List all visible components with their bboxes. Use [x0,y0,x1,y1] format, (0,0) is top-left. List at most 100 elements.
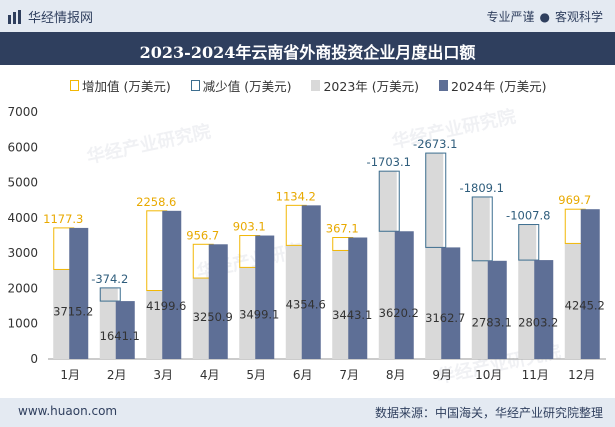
increase-value-label: 2258.6 [136,195,176,209]
brand-name: 华经情报网 [28,11,94,26]
bar-2023 [146,290,165,359]
bar-2023 [99,287,118,359]
bar-2023 [564,243,583,359]
decrease-value-label: -2673.1 [413,137,457,151]
bar-2024 [301,205,321,359]
x-tick-label: 1月 [60,368,80,382]
x-tick-label: 7月 [339,368,359,382]
footer-source: 数据来源：中国海关，华经产业研究院整理 [374,406,603,420]
legend-decrease-swatch [190,80,200,91]
x-tick-label: 2月 [107,368,127,382]
chart-plot: 华经产业研究院华经产业研究院华经产业研究院华经产业研究院010002000300… [7,105,606,388]
legend-decrease[interactable]: 减少值 (万美元) [190,76,292,95]
x-tick-label: 11月 [522,368,549,382]
increase-value-label: 367.1 [326,222,359,236]
bar-2024 [115,301,135,359]
decrease-value-label: -1007.8 [506,209,550,223]
y-tick-label: 1000 [7,317,38,331]
chart-title: 2023-2024年云南省外商投资企业月度出口额 [139,43,476,62]
tagline-left: 专业严谨 [486,10,535,24]
legend-decrease-label: 减少值 (万美元) [202,79,292,94]
bar-2024 [208,244,228,359]
legend-2024[interactable]: 2024年 (万美元) [439,76,547,95]
bar-2024 [580,209,600,359]
bar-2023 [239,267,258,359]
title-band: 2023-2024年云南省外商投资企业月度出口额 [0,32,615,65]
bar-2024 [255,235,275,359]
y-tick-label: 6000 [7,140,38,154]
value-2024-label: 4245.2 [565,299,605,313]
legend-increase[interactable]: 增加值 (万美元) [70,76,171,95]
y-tick-label: 3000 [7,246,38,260]
x-tick-label: 3月 [153,368,173,382]
value-2024-label: 1641.1 [100,329,140,343]
bar-2024 [394,231,414,359]
bar-2024 [487,260,507,359]
y-tick-label: 5000 [7,176,38,190]
increase-value-label: 1134.2 [276,189,316,203]
bar-2024 [534,260,554,359]
y-tick-label: 4000 [7,211,38,225]
decrease-outline [99,287,121,302]
x-tick-label: 4月 [200,368,220,382]
footer-site-link[interactable]: www.huaon.com [18,404,118,418]
value-2024-label: 3250.9 [193,310,233,324]
tagline-right: 客观科学 [554,10,603,24]
bar-2023 [425,153,444,359]
value-2024-label: 4354.6 [286,297,326,311]
bar-2024 [441,247,461,359]
decrease-outline [518,224,540,261]
footer-band: www.huaon.com 数据来源：中国海关，华经产业研究院整理 [0,398,615,427]
y-tick-label: 0 [30,352,38,366]
decrease-outline [471,196,493,262]
legend-2024-swatch [439,80,449,91]
watermark-text: 华经产业研究院 [85,120,213,168]
increase-value-label: 956.7 [186,228,219,242]
decrease-value-label: -1703.1 [367,155,411,169]
increase-value-label: 969.7 [558,193,591,207]
decrease-outline [378,170,400,232]
legend-2024-label: 2024年 (万美元) [451,79,547,94]
decrease-outline [425,152,447,248]
bar-2023 [471,196,490,359]
decrease-value-label: -1809.1 [460,181,504,195]
bar-2024 [162,210,182,359]
brand[interactable]: 华经情报网 [8,7,93,26]
value-2024-label: 3620.2 [379,306,419,320]
tagline: 专业严谨 ● 客观科学 [486,8,603,25]
legend-2023[interactable]: 2023年 (万美元) [311,76,419,95]
x-tick-label: 10月 [475,368,502,382]
bar-2023 [518,224,537,359]
bar-2024 [348,237,368,359]
value-2024-label: 3162.7 [425,311,465,325]
value-2024-label: 3499.1 [239,307,279,321]
tagline-dot: ● [539,10,550,24]
legend-2023-swatch [311,80,321,91]
increase-value-label: 1177.3 [43,212,83,226]
bar-2023 [378,171,397,359]
bar-2023 [285,245,304,359]
chart-legend: 增加值 (万美元) 减少值 (万美元) 2023年 (万美元) 2024年 (万… [70,76,547,95]
bar-2023 [332,250,351,359]
bar-2023 [192,278,211,359]
value-2024-label: 3715.2 [53,305,93,319]
value-2024-label: 3443.1 [332,308,372,322]
increase-value-label: 903.1 [233,220,266,234]
value-2024-label: 2803.2 [518,315,558,329]
x-tick-label: 8月 [386,368,406,382]
y-tick-label: 7000 [7,105,38,119]
header-band: 华经情报网 专业严谨 ● 客观科学 [0,0,615,32]
x-tick-label: 9月 [432,368,452,382]
legend-2023-label: 2023年 (万美元) [323,79,420,94]
legend-increase-label: 增加值 (万美元) [82,79,171,94]
value-2024-label: 4199.6 [146,299,186,313]
brand-logo-icon [8,9,21,24]
x-tick-label: 5月 [246,368,266,382]
x-tick-label: 6月 [293,368,313,382]
x-tick-label: 12月 [568,368,595,382]
bar-2023 [53,269,72,359]
bar-2024 [69,227,89,359]
y-tick-label: 2000 [7,281,38,295]
value-2024-label: 2783.1 [472,316,512,330]
legend-increase-swatch [70,80,79,91]
